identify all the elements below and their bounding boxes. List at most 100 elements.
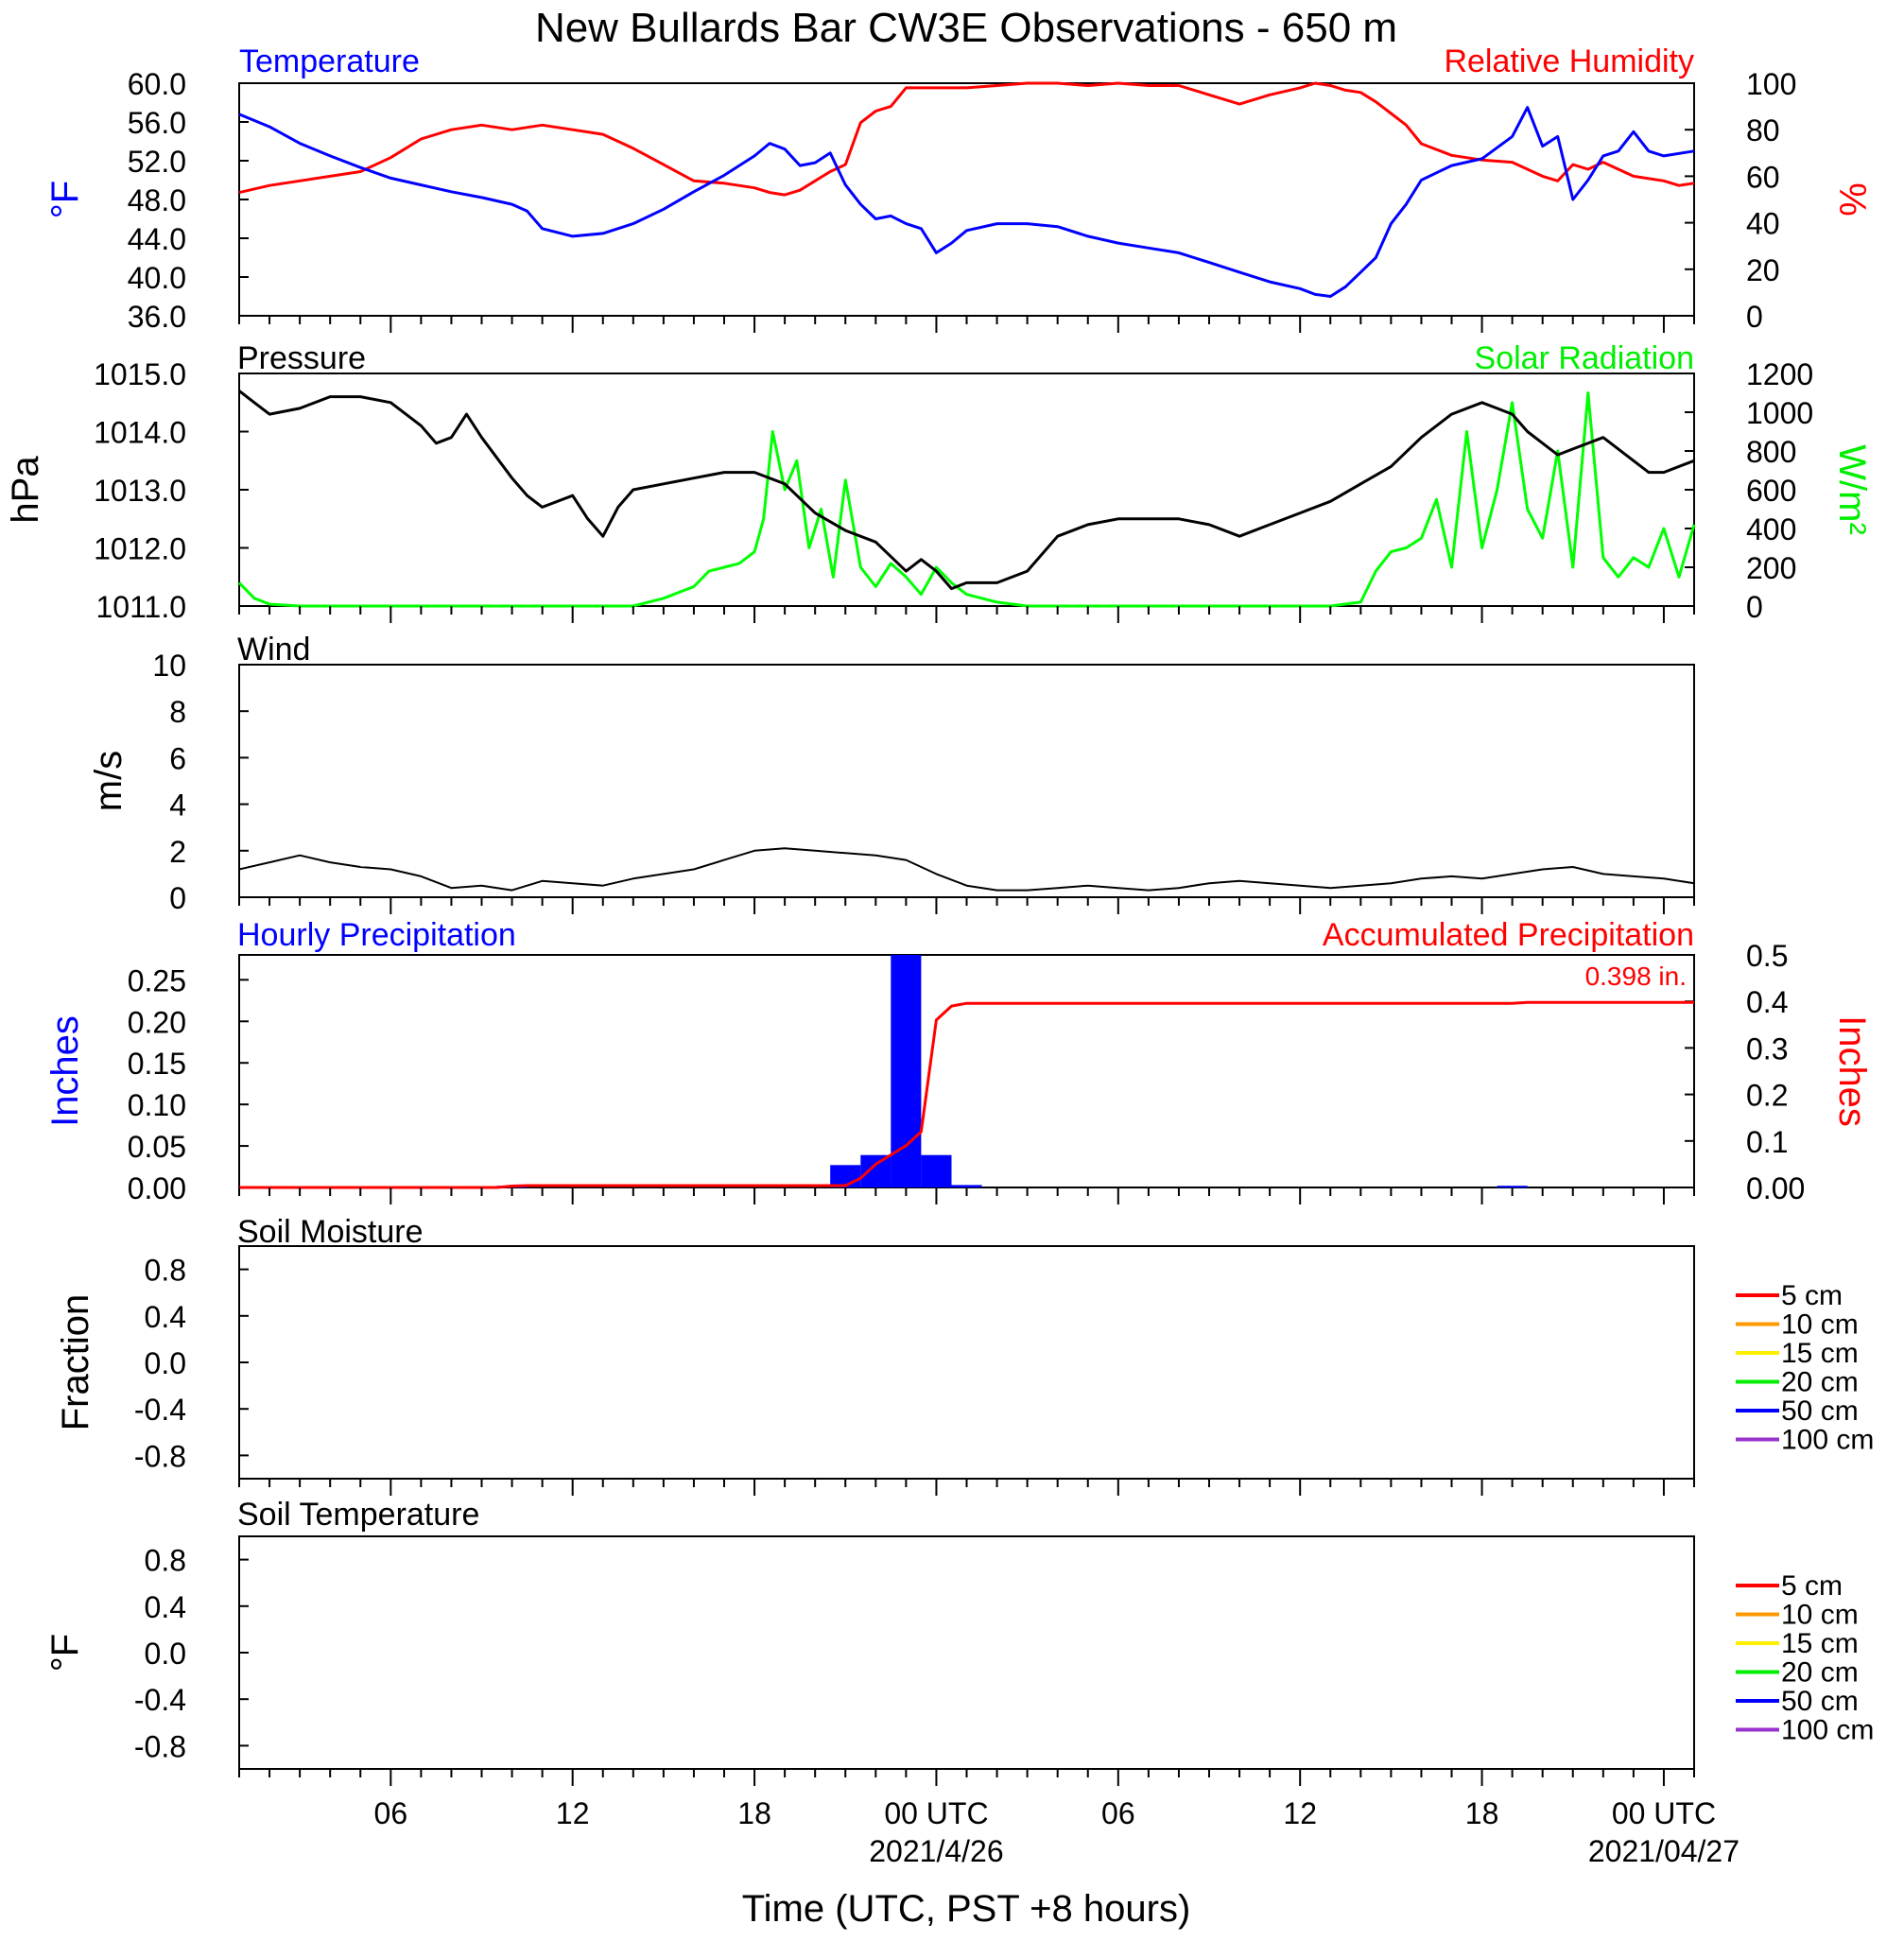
soil-moisture-legend-label: 5 cm xyxy=(1781,1280,1843,1311)
soil-temperature-y-ticks: 0.8 0.4 0.0 -0.4 -0.8 xyxy=(134,1544,249,1763)
wind-line xyxy=(238,847,1695,892)
wind-tick-label: 2 xyxy=(169,835,186,869)
solar-line xyxy=(237,391,1696,608)
time-tick-label: 12 xyxy=(1283,1796,1317,1830)
time-tick-label: 00 UTC xyxy=(1612,1796,1716,1830)
wind-tick-label: 4 xyxy=(169,789,186,823)
soil-temperature-tick-label: 0.4 xyxy=(145,1590,186,1624)
time-tick-label: 18 xyxy=(1465,1796,1499,1830)
accum-precip-tick-label: 0.00 xyxy=(1746,1171,1805,1205)
humidity-tick-label: 40 xyxy=(1746,207,1780,241)
accum-precip-axis-label: Inches xyxy=(1831,1015,1873,1127)
pressure-title: Pressure xyxy=(237,340,366,376)
soil-moisture-tick-label: -0.4 xyxy=(134,1393,186,1427)
hourly-precip-bar xyxy=(891,955,922,1187)
temperature-tick-label: 40.0 xyxy=(128,261,186,295)
soil-temperature-tick-label: -0.4 xyxy=(134,1683,186,1717)
accum-precip-y-ticks: 0.5 0.4 0.3 0.2 0.1 0.00 xyxy=(1685,939,1805,1205)
time-date-label: 2021/4/26 xyxy=(869,1834,1003,1868)
hourly-precip-tick-label: 0.25 xyxy=(128,963,186,997)
figure-title: New Bullards Bar CW3E Observations - 650… xyxy=(535,5,1397,51)
accum-precip-line xyxy=(239,1000,1694,1189)
soil-moisture-legend-label: 50 cm xyxy=(1781,1395,1859,1427)
temperature-title: Temperature xyxy=(239,43,420,79)
hourly-precip-title: Hourly Precipitation xyxy=(237,917,516,953)
humidity-y-ticks: 100 80 60 40 20 0 xyxy=(1685,67,1796,334)
plot-frame xyxy=(238,373,1695,607)
pressure-tick-label: 1013.0 xyxy=(94,474,186,508)
temperature-humidity-panel: Temperature Relative Humidity °F % 60.0 5… xyxy=(44,43,1873,334)
humidity-tick-label: 60 xyxy=(1746,160,1780,194)
soil-temperature-legend-label: 100 cm xyxy=(1781,1715,1874,1746)
plot-frame xyxy=(238,1245,1695,1480)
wind-title: Wind xyxy=(237,632,310,667)
soil-moisture-tick-label: 0.4 xyxy=(145,1300,186,1334)
temperature-tick-label: 52.0 xyxy=(128,145,186,179)
wind-y-ticks: 10 8 6 4 2 0 xyxy=(152,649,249,915)
time-tick-label: 00 UTC xyxy=(884,1796,988,1830)
wind-tick-label: 10 xyxy=(152,649,186,683)
wind-tick-label: 6 xyxy=(169,741,186,775)
plot-frame xyxy=(238,664,1695,898)
soil-temperature-panel: Soil Temperature °F 0.8 0.4 0.0 -0.4 -0.8 5 … xyxy=(44,1497,1874,1770)
accum-precip-tick-label: 0.4 xyxy=(1746,985,1788,1019)
humidity-tick-label: 0 xyxy=(1746,300,1763,334)
soil-moisture-legend-label: 100 cm xyxy=(1781,1425,1874,1456)
soil-moisture-tick-label: 0.0 xyxy=(145,1346,186,1380)
hourly-precip-y-ticks: 0.25 0.20 0.15 0.10 0.05 0.00 xyxy=(128,963,249,1205)
hourly-precip-tick-label: 0.10 xyxy=(128,1088,186,1122)
plot-frame xyxy=(238,1535,1695,1770)
soil-temperature-title: Soil Temperature xyxy=(237,1497,479,1533)
soil-temperature-tick-label: -0.8 xyxy=(134,1729,186,1763)
accum-precip-tick-label: 0.3 xyxy=(1746,1031,1788,1066)
temperature-tick-label: 44.0 xyxy=(128,222,186,256)
pressure-tick-label: 1011.0 xyxy=(96,590,187,624)
solar-tick-label: 1200 xyxy=(1746,357,1813,391)
hourly-precip-tick-label: 0.05 xyxy=(128,1130,186,1164)
precipitation-panel: Hourly Precipitation Accumulated Precipi… xyxy=(44,917,1873,1205)
soil-temperature-tick-label: 0.8 xyxy=(145,1544,186,1578)
soil-moisture-title: Soil Moisture xyxy=(237,1214,424,1250)
temperature-humidity-lines xyxy=(238,81,1695,298)
accum-precip-tick-label: 0.5 xyxy=(1746,939,1788,973)
solar-tick-label: 800 xyxy=(1746,435,1796,469)
accum-precip-title: Accumulated Precipitation xyxy=(1323,917,1694,953)
wind-panel: Wind m/s 10 8 6 4 2 0 xyxy=(88,632,1695,915)
solar-tick-label: 1000 xyxy=(1746,396,1813,430)
solar-tick-label: 400 xyxy=(1746,512,1796,546)
pressure-tick-label: 1014.0 xyxy=(94,416,186,450)
temperature-y-ticks: 60.0 56.0 52.0 48.0 44.0 40.0 36.0 xyxy=(128,67,249,334)
temperature-tick-label: 56.0 xyxy=(128,106,186,140)
time-tick-label: 12 xyxy=(556,1796,590,1830)
hourly-precip-tick-label: 0.20 xyxy=(128,1005,186,1039)
temperature-tick-label: 60.0 xyxy=(128,67,186,101)
hourly-precip-bar xyxy=(921,1154,952,1187)
temperature-axis-label: °F xyxy=(44,181,86,218)
time-tick-label: 18 xyxy=(737,1796,771,1830)
pressure-solar-panel: Pressure Solar Radiation hPa W/m² 1015.0… xyxy=(5,340,1873,624)
soil-temperature-legend-label: 5 cm xyxy=(1781,1570,1843,1602)
solar-axis-label: W/m² xyxy=(1831,444,1873,535)
hourly-precip-axis-label: Inches xyxy=(44,1015,86,1127)
soil-moisture-panel: Soil Moisture Fraction 0.8 0.4 0.0 -0.4 -0.8… xyxy=(55,1214,1874,1480)
wind-tick-label: 0 xyxy=(169,881,186,915)
soil-moisture-axis-label: Fraction xyxy=(55,1294,96,1431)
hourly-precip-tick-label: 0.00 xyxy=(128,1171,186,1205)
solar-tick-label: 600 xyxy=(1746,474,1796,508)
humidity-line xyxy=(238,81,1695,197)
precipitation-marks xyxy=(239,955,1694,1189)
temperature-tick-label: 36.0 xyxy=(128,300,186,334)
wind-line xyxy=(238,847,1695,892)
hourly-precip-bar xyxy=(1497,1186,1528,1188)
pressure-tick-label: 1012.0 xyxy=(94,532,186,566)
humidity-tick-label: 100 xyxy=(1746,67,1796,101)
solar-title: Solar Radiation xyxy=(1475,340,1694,376)
pressure-line xyxy=(238,390,1695,591)
time-tick-label: 06 xyxy=(374,1796,408,1830)
temperature-line xyxy=(238,106,1695,298)
time-axis-label: Time (UTC, PST +8 hours) xyxy=(742,1888,1191,1930)
soil-moisture-legend-label: 20 cm xyxy=(1781,1367,1859,1398)
